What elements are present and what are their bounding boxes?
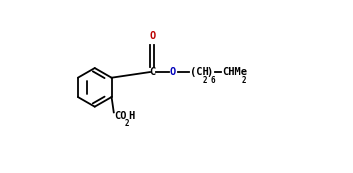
Text: 2: 2 — [203, 76, 208, 85]
Text: 2: 2 — [242, 76, 246, 85]
Text: CO: CO — [114, 111, 127, 121]
Text: C: C — [149, 67, 155, 77]
Text: 2: 2 — [125, 119, 129, 128]
Text: O: O — [149, 31, 155, 41]
Text: O: O — [169, 67, 176, 77]
Text: H: H — [128, 111, 134, 121]
Text: 6: 6 — [211, 76, 215, 85]
Text: ): ) — [207, 67, 213, 77]
Text: (CH: (CH — [190, 67, 209, 77]
Text: CHMe: CHMe — [222, 67, 247, 77]
